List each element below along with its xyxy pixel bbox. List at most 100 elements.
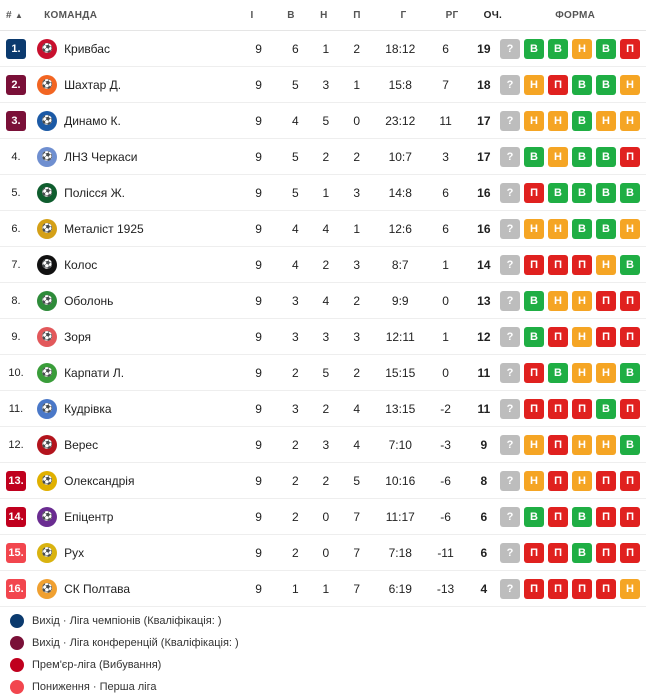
table-row[interactable]: 8. ⚽ Оболонь 9 3 4 2 9:9 0 13 ? В Н Н П П: [0, 283, 646, 319]
form-result-badge[interactable]: ?: [500, 218, 521, 239]
form-result-badge[interactable]: ?: [500, 506, 521, 527]
form-result-badge[interactable]: ?: [500, 470, 521, 491]
form-result-badge[interactable]: Н: [524, 110, 545, 131]
form-result-badge[interactable]: ?: [500, 362, 521, 383]
table-row[interactable]: 16. ⚽ СК Полтава 9 1 1 7 6:19 -13 4 ? П П П…: [0, 571, 646, 607]
form-result-badge[interactable]: П: [572, 398, 593, 419]
form-result-badge[interactable]: ?: [500, 254, 521, 275]
header-drawn[interactable]: Н: [320, 9, 328, 21]
team-name[interactable]: Кривбас: [64, 41, 110, 56]
form-result-badge[interactable]: П: [548, 398, 569, 419]
form-result-badge[interactable]: ?: [500, 38, 521, 59]
table-row[interactable]: 10. ⚽ Карпати Л. 9 2 5 2 15:15 0 11 ? П В Н…: [0, 355, 646, 391]
form-result-badge[interactable]: В: [572, 506, 593, 527]
team-name[interactable]: Верес: [64, 437, 99, 452]
table-row[interactable]: 11. ⚽ Кудрівка 9 3 2 4 13:15 -2 11 ? П П П В…: [0, 391, 646, 427]
form-result-badge[interactable]: Н: [548, 218, 569, 239]
team-name[interactable]: Олександрія: [64, 473, 135, 488]
header-diff[interactable]: РГ: [445, 9, 459, 21]
form-result-badge[interactable]: В: [596, 38, 617, 59]
form-result-badge[interactable]: Н: [572, 434, 593, 455]
form-result-badge[interactable]: Н: [620, 74, 641, 95]
form-result-badge[interactable]: Н: [524, 74, 545, 95]
form-result-badge[interactable]: В: [572, 74, 593, 95]
team-name[interactable]: СК Полтава: [64, 581, 131, 596]
table-row[interactable]: 13. ⚽ Олександрія 9 2 2 5 10:16 -6 8 ? Н П…: [0, 463, 646, 499]
form-result-badge[interactable]: В: [596, 218, 617, 239]
table-row[interactable]: 5. ⚽ Полісся Ж. 9 5 1 3 14:8 6 16 ? П В В В В: [0, 175, 646, 211]
form-result-badge[interactable]: Н: [596, 254, 617, 275]
form-result-badge[interactable]: П: [548, 470, 569, 491]
team-name[interactable]: Карпати Л.: [64, 365, 125, 380]
form-result-badge[interactable]: В: [596, 398, 617, 419]
form-result-badge[interactable]: В: [596, 74, 617, 95]
form-result-badge[interactable]: Н: [572, 470, 593, 491]
form-result-badge[interactable]: П: [548, 434, 569, 455]
form-result-badge[interactable]: В: [572, 110, 593, 131]
table-row[interactable]: 6. ⚽ Металіст 1925 9 4 4 1 12:6 6 16 ? Н Н…: [0, 211, 646, 247]
table-row[interactable]: 9. ⚽ Зоря 9 3 3 3 12:11 1 12 ? В П Н П П: [0, 319, 646, 355]
form-result-badge[interactable]: П: [596, 578, 617, 599]
form-result-badge[interactable]: В: [596, 182, 617, 203]
form-result-badge[interactable]: П: [548, 74, 569, 95]
form-result-badge[interactable]: П: [548, 326, 569, 347]
form-result-badge[interactable]: П: [620, 506, 641, 527]
form-result-badge[interactable]: ?: [500, 326, 521, 347]
form-result-badge[interactable]: ?: [500, 578, 521, 599]
team-name[interactable]: Шахтар Д.: [64, 77, 122, 92]
header-team[interactable]: КОМАНДА: [44, 9, 98, 21]
form-result-badge[interactable]: ?: [500, 542, 521, 563]
form-result-badge[interactable]: П: [620, 398, 641, 419]
form-result-badge[interactable]: П: [596, 470, 617, 491]
header-pos[interactable]: # ▲: [0, 10, 39, 21]
form-result-badge[interactable]: В: [524, 326, 545, 347]
form-result-badge[interactable]: В: [524, 506, 545, 527]
form-result-badge[interactable]: В: [572, 182, 593, 203]
form-result-badge[interactable]: В: [572, 218, 593, 239]
form-result-badge[interactable]: П: [548, 254, 569, 275]
team-name[interactable]: Металіст 1925: [64, 221, 144, 236]
form-result-badge[interactable]: Н: [620, 218, 641, 239]
form-result-badge[interactable]: В: [620, 182, 641, 203]
form-result-badge[interactable]: П: [548, 506, 569, 527]
form-result-badge[interactable]: Н: [596, 434, 617, 455]
form-result-badge[interactable]: Н: [620, 578, 641, 599]
form-result-badge[interactable]: В: [572, 542, 593, 563]
header-won[interactable]: В: [287, 9, 295, 21]
form-result-badge[interactable]: Н: [572, 362, 593, 383]
form-result-badge[interactable]: П: [548, 578, 569, 599]
table-row[interactable]: 2. ⚽ Шахтар Д. 9 5 3 1 15:8 7 18 ? Н П В В Н: [0, 67, 646, 103]
table-row[interactable]: 14. ⚽ Епіцентр 9 2 0 7 11:17 -6 6 ? В П В П П: [0, 499, 646, 535]
form-result-badge[interactable]: В: [548, 182, 569, 203]
table-row[interactable]: 4. ⚽ ЛНЗ Черкаси 9 5 2 2 10:7 3 17 ? В Н В В…: [0, 139, 646, 175]
form-result-badge[interactable]: Н: [548, 110, 569, 131]
header-lost[interactable]: П: [353, 9, 361, 21]
form-result-badge[interactable]: В: [620, 254, 641, 275]
form-result-badge[interactable]: В: [572, 146, 593, 167]
table-row[interactable]: 12. ⚽ Верес 9 2 3 4 7:10 -3 9 ? Н П Н Н В: [0, 427, 646, 463]
form-result-badge[interactable]: В: [524, 146, 545, 167]
form-result-badge[interactable]: Н: [620, 110, 641, 131]
team-name[interactable]: Рух: [64, 545, 85, 560]
form-result-badge[interactable]: Н: [524, 470, 545, 491]
form-result-badge[interactable]: Н: [596, 110, 617, 131]
form-result-badge[interactable]: ?: [500, 110, 521, 131]
form-result-badge[interactable]: Н: [596, 362, 617, 383]
form-result-badge[interactable]: ?: [500, 434, 521, 455]
form-result-badge[interactable]: П: [596, 506, 617, 527]
form-result-badge[interactable]: В: [620, 362, 641, 383]
form-result-badge[interactable]: В: [596, 146, 617, 167]
header-points[interactable]: ОЧ.: [483, 9, 503, 21]
team-name[interactable]: Зоря: [64, 329, 92, 344]
form-result-badge[interactable]: П: [572, 578, 593, 599]
form-result-badge[interactable]: Н: [524, 218, 545, 239]
table-row[interactable]: 3. ⚽ Динамо К. 9 4 5 0 23:12 11 17 ? Н Н В Н…: [0, 103, 646, 139]
form-result-badge[interactable]: П: [524, 578, 545, 599]
table-row[interactable]: 7. ⚽ Колос 9 4 2 3 8:7 1 14 ? П П П Н В: [0, 247, 646, 283]
form-result-badge[interactable]: П: [620, 146, 641, 167]
form-result-badge[interactable]: П: [620, 38, 641, 59]
team-name[interactable]: Динамо К.: [64, 113, 121, 128]
form-result-badge[interactable]: ?: [500, 290, 521, 311]
form-result-badge[interactable]: П: [596, 326, 617, 347]
form-result-badge[interactable]: ?: [500, 74, 521, 95]
